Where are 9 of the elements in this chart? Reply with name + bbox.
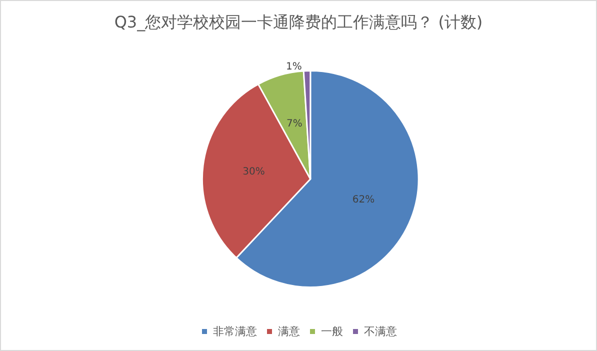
legend-label: 非常满意 (213, 325, 257, 338)
legend-label: 一般 (321, 325, 343, 338)
data-label: 1% (286, 61, 302, 72)
legend-label: 满意 (278, 325, 300, 338)
data-label: 62% (352, 194, 375, 206)
data-label: 7% (286, 118, 302, 130)
chart-title: Q3_您对学校校园一卡通降费的工作满意吗？ (计数) (114, 12, 483, 32)
data-label: 30% (242, 166, 265, 178)
legend-label: 不满意 (364, 325, 397, 338)
